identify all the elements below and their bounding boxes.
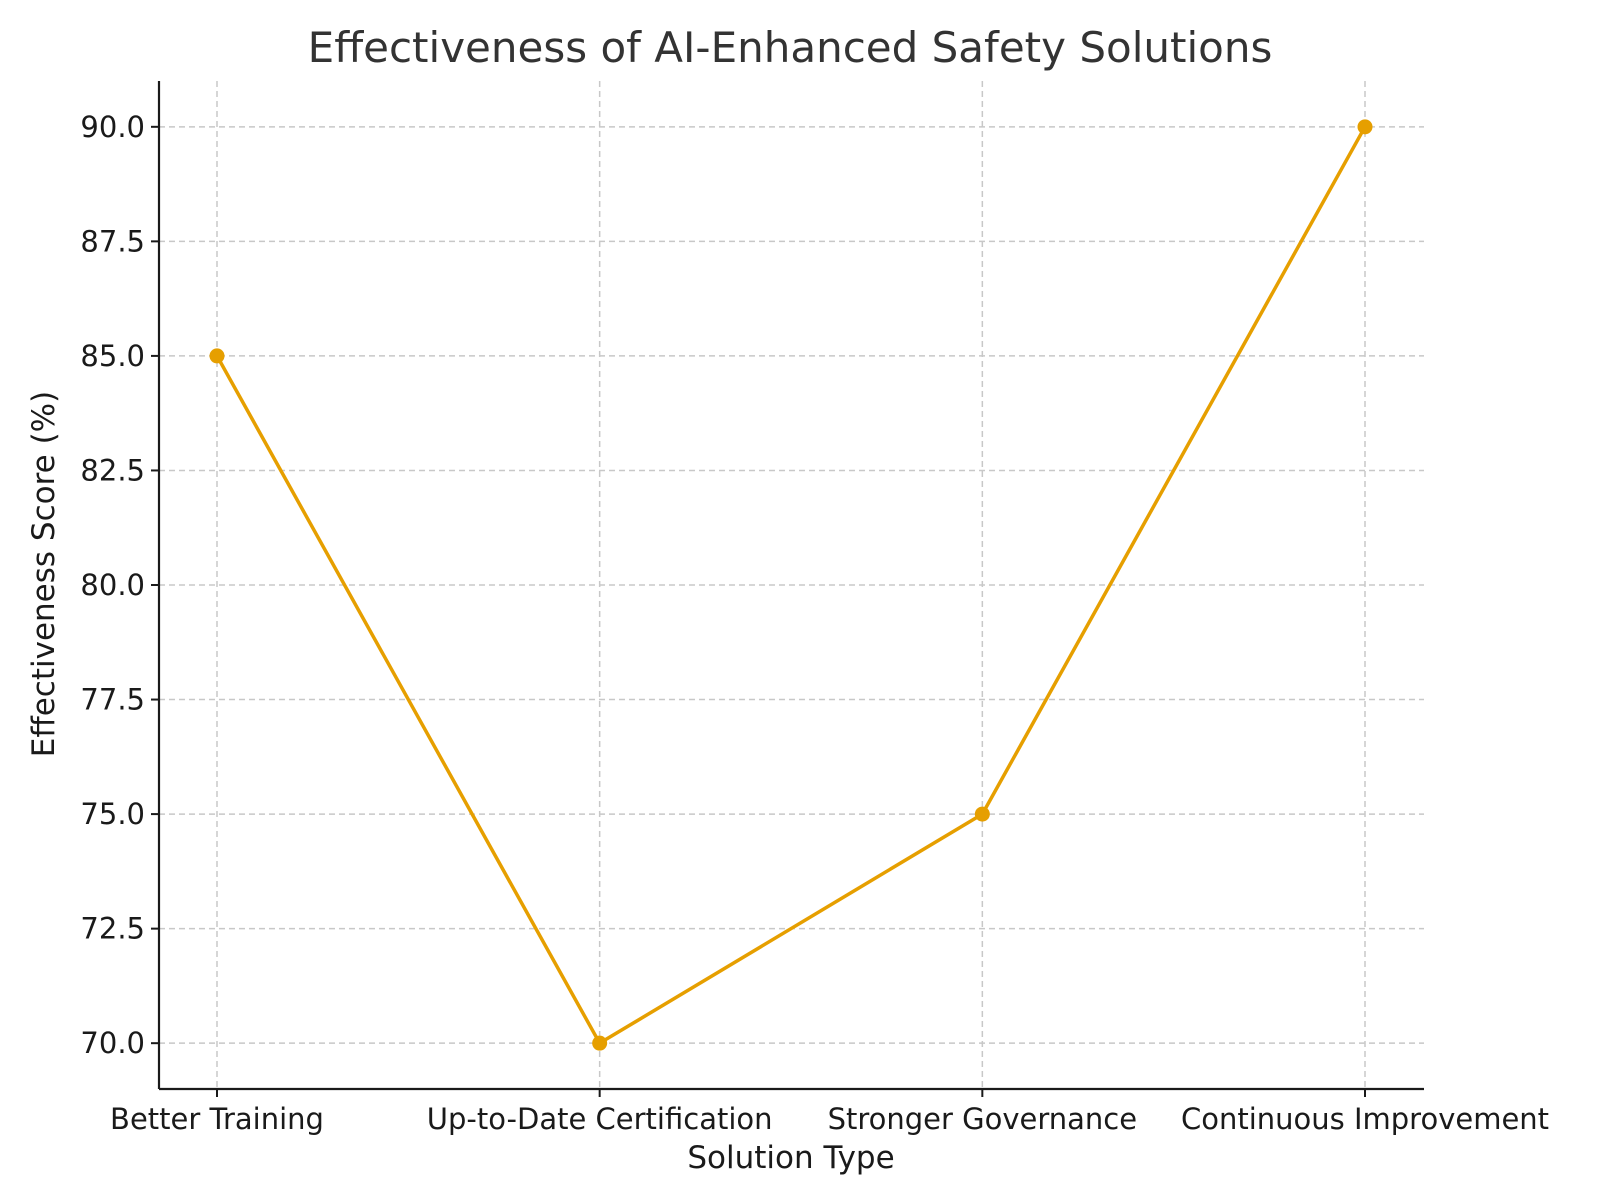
data-point-marker [209, 348, 225, 364]
y-tick-label: 72.5 [80, 912, 145, 946]
x-tick-label: Continuous Improvement [1181, 1102, 1549, 1136]
series-layer [209, 119, 1373, 1051]
x-tick-label: Better Training [110, 1102, 324, 1136]
x-tick-label: Stronger Governance [828, 1102, 1138, 1136]
y-tick-label: 87.5 [80, 224, 145, 258]
y-tick-label: 90.0 [80, 110, 145, 144]
y-tick-label: 85.0 [80, 339, 145, 373]
data-point-marker [592, 1035, 608, 1051]
y-tick-label: 70.0 [80, 1026, 145, 1060]
tick-layer: 70.0 72.5 75.0 77.5 80.0 82.5 85.0 87.5 90.0 Bett… [80, 110, 1549, 1136]
y-tick-label: 80.0 [80, 568, 145, 602]
chart-title: Effectiveness of AI-Enhanced Safety Solu… [308, 23, 1273, 72]
y-tick-label: 77.5 [80, 683, 145, 717]
y-tick-label: 75.0 [80, 797, 145, 831]
x-axis-label: Solution Type [687, 1140, 894, 1176]
data-point-marker [1357, 119, 1373, 135]
y-tick-label: 82.5 [80, 453, 145, 487]
grid-layer [159, 81, 1424, 1089]
series-line [215, 125, 1367, 1045]
y-axis-label: Effectiveness Score (%) [26, 391, 62, 757]
x-tick-label: Up-to-Date Certification [427, 1102, 773, 1136]
data-point-marker [974, 806, 990, 822]
